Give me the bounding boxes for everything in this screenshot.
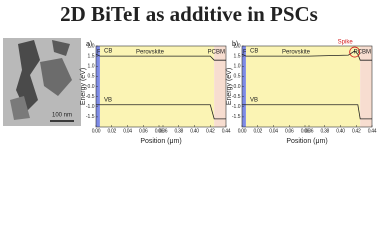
panel-label: b) <box>232 41 238 48</box>
y-axis-label: Energy (eV) <box>80 68 87 105</box>
y-tick-label: 1.5 <box>234 53 241 59</box>
x-tick-label: 0.44 <box>222 128 231 134</box>
x-tick-label: 0.04 <box>123 128 132 134</box>
x-tick-label: 0.06 <box>139 128 148 134</box>
flake <box>16 40 40 112</box>
x-tick-label: 0.44 <box>368 128 377 134</box>
y-tick-label: 0.0 <box>88 84 95 90</box>
flake <box>40 58 72 96</box>
x-tick-label: 0.38 <box>320 128 329 134</box>
y-tick-label: 1.0 <box>234 64 241 70</box>
y-tick-label: -1.0 <box>232 104 241 110</box>
band-line <box>95 53 226 61</box>
y-tick-label: -0.5 <box>232 94 241 100</box>
region-label: Perovskite <box>282 50 311 56</box>
region <box>245 46 361 127</box>
x-axis-label: Position (μm) <box>286 138 327 145</box>
y-tick-label: -0.5 <box>86 94 95 100</box>
x-axis-label: Position (μm) <box>140 138 181 145</box>
annotation-circle <box>349 46 361 58</box>
series-label: VB <box>250 97 258 103</box>
y-tick-label: 2.0 <box>234 43 241 49</box>
region-label: PCBM <box>354 50 371 56</box>
y-tick-label: -1.5 <box>232 114 241 120</box>
region-label: Perovskite <box>136 50 165 56</box>
x-tick-label: 0.40 <box>190 128 199 134</box>
y-tick-label: -1.0 <box>86 104 95 110</box>
figure: 2D BiTeI as additive in PSCs 100 nm PTAA… <box>3 2 377 145</box>
region <box>360 46 372 127</box>
x-tick-label: 0.00 <box>92 128 101 134</box>
x-tick-label: 0.40 <box>336 128 345 134</box>
flake <box>52 40 70 56</box>
tem-image: 100 nm <box>3 38 81 126</box>
y-tick-label: 0.5 <box>88 74 95 80</box>
band-line <box>96 104 226 120</box>
y-tick-label: 1.5 <box>88 53 95 59</box>
x-tick-label: 0.38 <box>174 128 183 134</box>
scale-label: 100 nm <box>52 113 72 119</box>
x-tick-label: 0.42 <box>352 128 361 134</box>
series-label: CB <box>250 49 258 55</box>
band-line <box>242 104 372 120</box>
flake <box>10 96 30 120</box>
y-tick-label: -1.5 <box>86 114 95 120</box>
x-tick-label: 0.36 <box>305 128 314 134</box>
y-tick-label: 0.0 <box>234 84 241 90</box>
region <box>214 46 226 127</box>
x-tick-label: 0.02 <box>107 128 116 134</box>
x-tick-label: 0.00 <box>238 128 247 134</box>
figure-title: 2D BiTeI as additive in PSCs <box>60 2 318 26</box>
region <box>99 46 215 127</box>
series-label: VB <box>104 97 112 103</box>
annotation-label: Spike <box>338 40 354 46</box>
x-tick-label: 0.08 <box>301 128 310 134</box>
band-line <box>241 50 372 61</box>
y-axis-label: Energy (eV) <box>226 68 233 105</box>
x-tick-label: 0.02 <box>253 128 262 134</box>
x-tick-label: 0.06 <box>285 128 294 134</box>
region-label: PCBM <box>208 50 225 56</box>
y-tick-label: 2.0 <box>88 43 95 49</box>
x-tick-label: 0.36 <box>159 128 168 134</box>
x-tick-label: 0.08 <box>155 128 164 134</box>
x-tick-label: 0.42 <box>206 128 215 134</box>
y-tick-label: 0.5 <box>234 74 241 80</box>
y-tick-label: 1.0 <box>88 64 95 70</box>
x-tick-label: 0.04 <box>269 128 278 134</box>
series-label: CB <box>104 49 112 55</box>
panel-label: a) <box>86 41 92 48</box>
